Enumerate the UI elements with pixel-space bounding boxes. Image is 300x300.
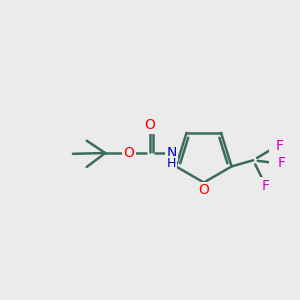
Text: O: O bbox=[145, 118, 155, 132]
Text: H: H bbox=[167, 157, 176, 170]
Text: F: F bbox=[278, 156, 286, 170]
Text: F: F bbox=[262, 179, 269, 193]
Text: O: O bbox=[198, 183, 209, 197]
Text: O: O bbox=[124, 146, 134, 160]
Text: F: F bbox=[275, 139, 283, 153]
Text: N: N bbox=[166, 146, 177, 160]
